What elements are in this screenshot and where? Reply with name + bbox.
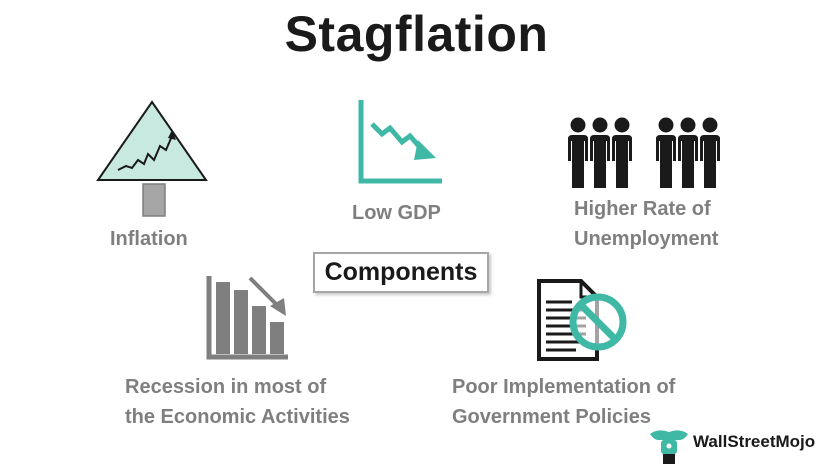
policies-label-line-1: Poor Implementation of: [452, 376, 676, 398]
inflation-tree-chart-icon: [96, 100, 208, 217]
people-group-icon: [568, 117, 720, 188]
document-prohibited-icon: [537, 279, 627, 361]
inflation-label: Inflation: [110, 228, 188, 250]
logo-text: WallStreetMojo: [693, 432, 816, 451]
components-box: Components: [313, 252, 489, 293]
mojo-logo-icon: [650, 430, 688, 464]
unemployment-label-line-2: Unemployment: [574, 228, 719, 250]
unemployment-label-line-1: Higher Rate of: [574, 198, 711, 220]
low-gdp-label: Low GDP: [352, 202, 441, 224]
declining-line-chart-icon: [358, 100, 442, 184]
declining-bar-chart-icon: [206, 274, 288, 360]
page-title: Stagflation: [284, 6, 549, 62]
recession-label-line-2: the Economic Activities: [125, 406, 350, 428]
recession-label-line-1: Recession in most of: [125, 376, 327, 398]
policies-label-line-2: Government Policies: [452, 406, 651, 428]
